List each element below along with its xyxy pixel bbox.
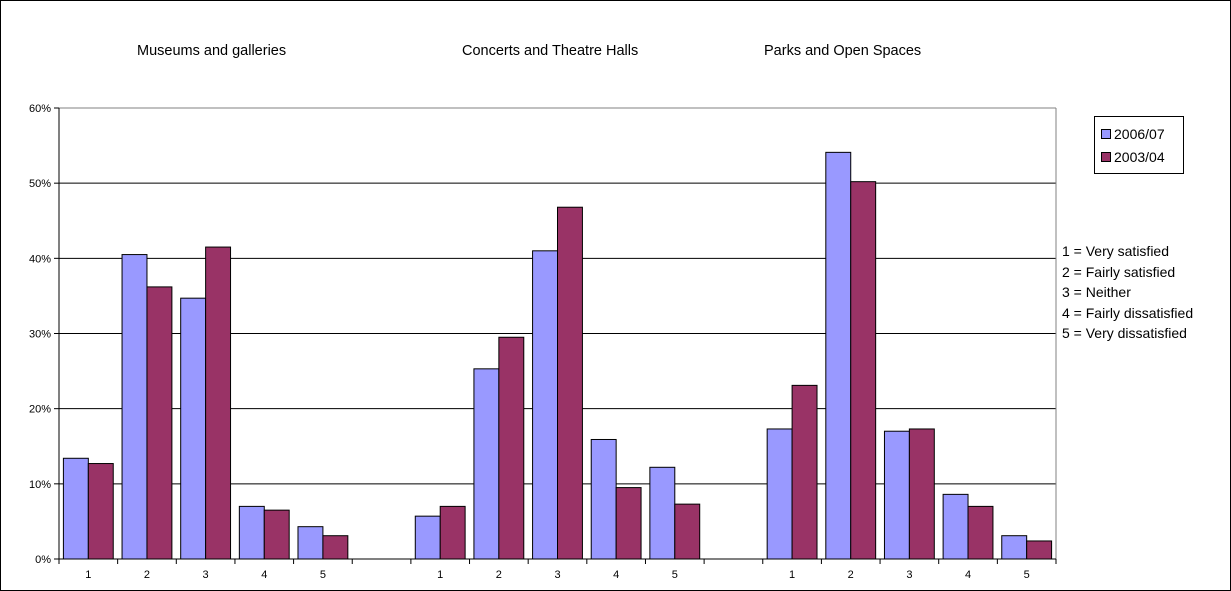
bar-2006-07-group1-cat5 xyxy=(297,526,324,560)
bar-2003-04-group2-cat2 xyxy=(498,336,525,560)
legend: 2006/07 2003/04 xyxy=(1094,116,1184,174)
x-tick-label: 2 xyxy=(848,569,854,581)
bar-2006-07-group3-cat4 xyxy=(942,493,969,560)
y-tick-label: 60% xyxy=(29,103,51,115)
bar-2003-04-group1-cat2 xyxy=(146,286,173,560)
legend-label-2006-07: 2006/07 xyxy=(1114,126,1165,142)
group-title-parks: Parks and Open Spaces xyxy=(764,43,922,59)
x-tick-label: 2 xyxy=(496,569,502,581)
x-tick-label: 3 xyxy=(554,569,560,581)
legend-swatch-2006-07 xyxy=(1101,129,1111,139)
bar-2006-07-group2-cat2 xyxy=(473,368,500,560)
bar-2006-07-group1-cat4 xyxy=(238,505,265,560)
x-tick-label: 1 xyxy=(85,569,91,581)
x-tick-label: 4 xyxy=(613,569,619,581)
x-tick-label: 2 xyxy=(144,569,150,581)
legend-item-2006-07: 2006/07 xyxy=(1101,125,1165,143)
scale-key-line-3: 3 = Neither xyxy=(1062,284,1131,300)
y-tick-label: 10% xyxy=(29,479,51,491)
bar-2003-04-group3-cat3 xyxy=(908,428,935,560)
bar-2006-07-group2-cat4 xyxy=(590,438,617,560)
scale-key-line-1: 1 = Very satisfied xyxy=(1062,243,1170,259)
y-tick-label: 30% xyxy=(29,329,51,341)
group-title-concerts: Concerts and Theatre Halls xyxy=(462,43,639,59)
bar-2003-04-group2-cat3 xyxy=(557,206,583,560)
legend-item-2003-04: 2003/04 xyxy=(1101,148,1165,166)
bar-2003-04-group1-cat3 xyxy=(205,246,232,560)
bar-2003-04-group1-cat1 xyxy=(87,463,114,560)
scale-key: 1 = Very satisfied 2 = Fairly satisfied … xyxy=(1062,243,1193,346)
bar-2006-07-group2-cat3 xyxy=(532,250,559,560)
x-tick-label: 4 xyxy=(261,569,267,581)
y-tick-label: 40% xyxy=(29,253,51,265)
scale-key-line-5: 5 = Very dissatisfied xyxy=(1062,325,1187,341)
bar-2003-04-group2-cat4 xyxy=(615,487,642,560)
x-tick-label: 3 xyxy=(906,569,912,581)
bar-2003-04-group2-cat5 xyxy=(674,503,701,560)
bar-2006-07-group1-cat3 xyxy=(180,297,207,560)
scale-key-line-2: 2 = Fairly satisfied xyxy=(1062,263,1176,280)
bar-2003-04-group2-cat1 xyxy=(439,505,466,560)
bar-2003-04-group1-cat4 xyxy=(263,509,290,560)
bar-2003-04-group3-cat2 xyxy=(850,181,877,560)
bar-2003-04-group3-cat1 xyxy=(791,384,818,560)
x-tick-label: 5 xyxy=(672,569,678,581)
bar-2006-07-group1-cat1 xyxy=(62,457,89,560)
bar-2006-07-group1-cat2 xyxy=(121,254,148,560)
bar-2003-04-group3-cat5 xyxy=(1026,540,1053,560)
group-title-museums: Museums and galleries xyxy=(137,43,287,59)
x-tick-label: 4 xyxy=(965,569,971,581)
bar-2006-07-group3-cat2 xyxy=(825,151,852,560)
y-tick-label: 0% xyxy=(35,554,51,566)
y-tick-label: 20% xyxy=(29,404,51,416)
legend-swatch-2003-04 xyxy=(1101,152,1111,162)
bar-2003-04-group1-cat5 xyxy=(322,535,349,560)
bar-2003-04-group3-cat4 xyxy=(967,505,994,560)
legend-label-2003-04: 2003/04 xyxy=(1114,149,1165,165)
bar-2006-07-group2-cat5 xyxy=(649,466,676,560)
y-tick-label: 50% xyxy=(29,178,51,190)
bar-2006-07-group2-cat1 xyxy=(414,515,441,560)
bar-2006-07-group3-cat5 xyxy=(1001,535,1028,560)
scale-key-line-4: 4 = Fairly dissatisfied xyxy=(1062,304,1194,321)
x-tick-label: 5 xyxy=(1024,569,1030,581)
x-tick-label: 5 xyxy=(320,569,326,581)
bar-2006-07-group3-cat3 xyxy=(883,430,910,560)
bar-2006-07-group3-cat1 xyxy=(766,428,793,560)
x-tick-label: 3 xyxy=(203,569,209,581)
x-tick-label: 1 xyxy=(789,569,795,581)
x-tick-label: 1 xyxy=(437,569,443,581)
